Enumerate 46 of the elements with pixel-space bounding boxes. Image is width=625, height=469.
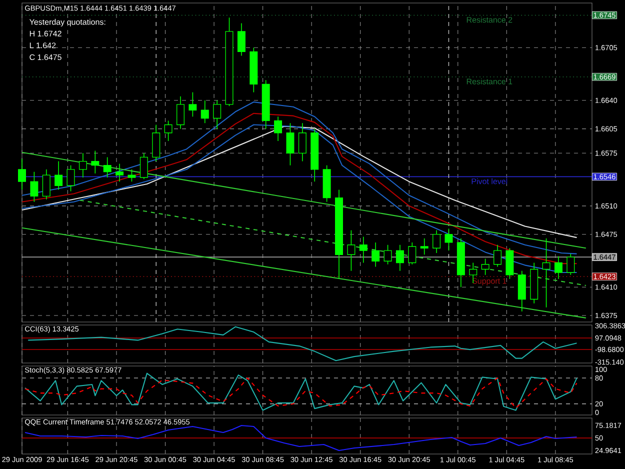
line-series	[24, 424, 578, 452]
candlestick	[384, 244, 392, 265]
candlestick	[200, 100, 209, 124]
candlestick	[237, 22, 246, 56]
candlestick	[359, 236, 368, 264]
candlestick	[30, 171, 38, 202]
annotation: Yesterday quotations:	[29, 18, 106, 26]
candlestick	[91, 150, 100, 174]
annotation: C 1.6475	[30, 54, 62, 60]
candlestick	[444, 228, 453, 251]
ref-line-label: Resistance 2	[466, 16, 512, 23]
candlestick	[347, 230, 356, 272]
candlestick	[566, 253, 575, 276]
candlestick	[274, 116, 282, 142]
candlestick	[372, 242, 380, 268]
candlestick	[213, 100, 222, 130]
candlestick	[286, 122, 294, 166]
candlestick	[396, 244, 404, 272]
annotation: H 1.6742	[30, 30, 62, 36]
candlestick	[481, 258, 490, 276]
line-series	[24, 378, 578, 409]
candlestick	[128, 168, 136, 182]
ref-line-label: Support 1	[472, 278, 506, 286]
candlestick	[542, 238, 550, 308]
candlestick	[408, 242, 416, 265]
candlestick	[494, 244, 502, 268]
candlestick	[432, 230, 441, 254]
candlestick	[42, 168, 50, 200]
line-series	[24, 372, 578, 411]
candlestick	[164, 120, 172, 142]
candlestick	[54, 160, 63, 190]
annotation: L 1.642	[30, 42, 56, 48]
candlestick	[140, 152, 148, 180]
ref-line-label: Pivot level	[472, 178, 508, 184]
candlestick	[18, 158, 26, 190]
candlestick	[78, 152, 87, 178]
candlestick	[176, 96, 184, 130]
candlestick	[116, 163, 124, 182]
candlestick	[298, 122, 306, 162]
candlestick	[66, 164, 75, 192]
line-series	[22, 126, 578, 238]
candlestick	[103, 156, 112, 178]
candlestick	[554, 256, 562, 280]
ref-line-label: Resistance 1	[466, 78, 512, 84]
candlestick	[188, 92, 197, 118]
candlestick	[420, 238, 428, 256]
